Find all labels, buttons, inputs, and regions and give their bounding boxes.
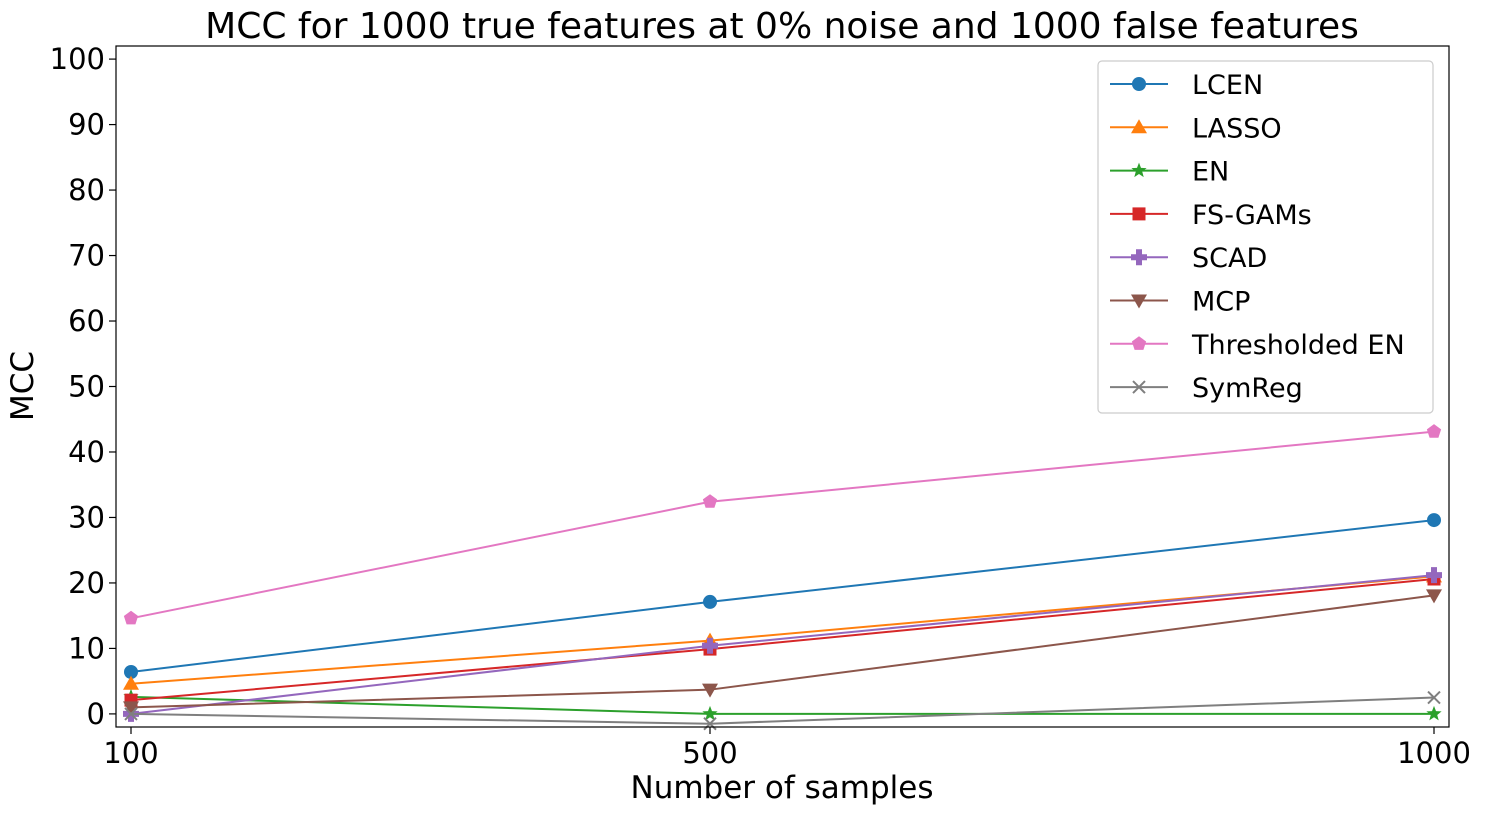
legend-label: LCEN [1192, 70, 1263, 101]
series-line [130, 430, 1435, 620]
data-point [124, 707, 138, 721]
series-mcp [123, 589, 1442, 716]
data-point [1427, 690, 1441, 705]
data-point [1426, 589, 1442, 604]
data-point [1426, 705, 1442, 721]
legend-marker [1131, 336, 1147, 350]
legend-item: SymReg [1110, 373, 1303, 404]
y-tick-label: 100 [50, 42, 105, 76]
data-point [123, 675, 139, 690]
legend-marker [1131, 249, 1147, 266]
x-tick-label: 500 [682, 736, 737, 770]
legend-item: MCP [1110, 287, 1250, 318]
data-point [702, 683, 718, 698]
series-thresholded-en [123, 424, 1442, 625]
data-point [124, 664, 138, 679]
series-lasso [123, 568, 1442, 690]
plot-frame [115, 45, 1450, 728]
y-tick-label: 20 [68, 566, 105, 600]
legend-marker [1132, 380, 1146, 394]
data-point [1426, 424, 1442, 438]
series-layer [123, 424, 1442, 731]
y-tick-label: 40 [68, 435, 105, 469]
legend-marker [1131, 119, 1147, 134]
x-tick-label: 1000 [1397, 736, 1471, 770]
legend-label: LASSO [1192, 113, 1282, 144]
y-tick-label: 90 [68, 108, 105, 142]
legend-label: SCAD [1192, 243, 1267, 274]
data-point [1426, 567, 1442, 584]
series-line [130, 574, 1435, 715]
series-lcen [124, 513, 1441, 679]
legend-item: Thresholded EN [1110, 330, 1405, 361]
y-axis-label: MCC [5, 351, 41, 421]
legend-label: SymReg [1192, 373, 1303, 404]
y-tick-label: 30 [68, 500, 105, 534]
legend: LCEN LASSO EN FS-GAMs SCAD MCP Thresholded EN S… [1097, 60, 1434, 414]
data-point [123, 701, 139, 716]
x-axis-label: Number of samples [631, 770, 934, 806]
series-line [130, 575, 1435, 685]
y-tick-label: 50 [68, 370, 105, 404]
y-tick-label: 70 [68, 239, 105, 273]
legend-item: FS-GAMs [1110, 200, 1312, 231]
legend-box [1097, 60, 1434, 414]
data-point [702, 705, 718, 721]
legend-marker [1132, 77, 1146, 91]
data-point [702, 494, 718, 508]
data-point [703, 594, 717, 609]
chart-title: MCC for 1000 true features at 0% noise a… [205, 6, 1359, 47]
data-point [1427, 513, 1441, 528]
x-tick-label: 100 [103, 736, 158, 770]
legend-label: MCP [1192, 287, 1250, 318]
y-tick-label: 80 [68, 173, 105, 207]
data-point [123, 610, 139, 625]
legend-marker [1132, 207, 1146, 221]
y-tick-label: 10 [68, 631, 105, 665]
legend-label: FS-GAMs [1192, 200, 1312, 231]
data-point [703, 717, 717, 731]
series-scad [123, 567, 1442, 722]
legend-label: EN [1192, 157, 1229, 188]
y-axis-ticks: 0 10 20 30 40 50 60 70 80 90 100 [50, 42, 116, 731]
y-tick-label: 0 [87, 697, 105, 731]
series-symreg [124, 690, 1441, 731]
legend-label: Thresholded EN [1191, 330, 1405, 361]
x-axis-ticks: 100 500 1000 [103, 727, 1471, 770]
legend-item: EN [1110, 157, 1229, 188]
series-line [130, 519, 1435, 673]
legend-marker [1131, 294, 1147, 309]
legend-item: LASSO [1110, 113, 1282, 144]
legend-item: LCEN [1110, 70, 1263, 101]
y-tick-label: 60 [68, 304, 105, 338]
legend-marker [1131, 162, 1147, 178]
legend-item: SCAD [1110, 243, 1267, 274]
data-point [702, 637, 718, 654]
